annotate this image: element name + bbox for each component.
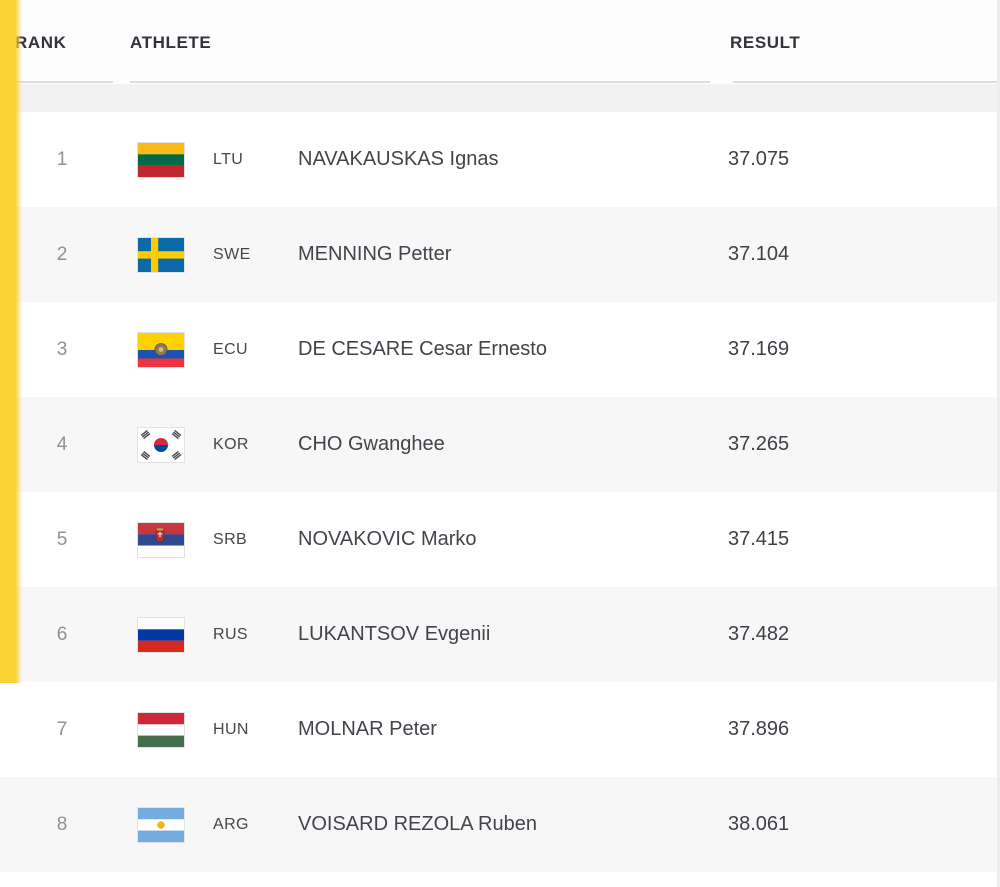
result-row[interactable]: 6 RUS LUKANTSOV Evgenii 37.482 — [0, 587, 1000, 682]
athlete-name: NOVAKOVIC Marko — [298, 528, 477, 550]
rank-number: 8 — [56, 813, 68, 835]
country-code: KOR — [213, 435, 249, 453]
results-table: 1 LTU NAVAKAUSKAS Ignas 37.075 2 SWE MENNING P… — [0, 112, 1000, 872]
athlete-name: NAVAKAUSKAS Ignas — [298, 148, 499, 170]
flag-rus-icon — [137, 616, 185, 653]
result-value: 37.482 — [728, 623, 790, 645]
rank-number: 1 — [56, 148, 68, 170]
result-row[interactable]: 7 HUN MOLNAR Peter 37.896 — [0, 682, 1000, 777]
table-header: RANK ATHLETE RESULT — [0, 0, 1000, 84]
table-right-border — [997, 0, 1000, 887]
flag-hun-icon — [137, 711, 185, 748]
rank-number: 6 — [56, 623, 68, 645]
result-row[interactable]: 4 KOR CHO Gwanghee 37.265 — [0, 397, 1000, 492]
flag-ecu-icon — [137, 331, 185, 368]
result-value: 37.265 — [728, 433, 790, 455]
country-code: RUS — [213, 625, 248, 643]
col-header-result: RESULT — [730, 33, 801, 52]
flag-srb-icon — [137, 521, 185, 558]
result-row[interactable]: 3 ECU DE CESARE Cesar Ernesto 37.169 — [0, 302, 1000, 397]
header-underline-result — [733, 81, 1000, 83]
flag-kor-icon — [137, 426, 185, 463]
result-value: 37.896 — [728, 718, 790, 740]
result-row[interactable]: 1 LTU NAVAKAUSKAS Ignas 37.075 — [0, 112, 1000, 207]
header-underline-rank — [15, 81, 113, 83]
header-underline-athlete — [130, 81, 710, 83]
result-row[interactable]: 8 ARG VOISARD REZOLA Ruben 38.061 — [0, 777, 1000, 872]
country-code: ARG — [213, 815, 249, 833]
result-row[interactable]: 2 SWE MENNING Petter 37.104 — [0, 207, 1000, 302]
rank-number: 4 — [56, 433, 68, 455]
rank-number: 2 — [56, 243, 68, 265]
flag-swe-icon — [137, 236, 185, 273]
country-code: SWE — [213, 245, 251, 263]
athlete-name: CHO Gwanghee — [298, 433, 445, 455]
rank-number: 5 — [56, 528, 68, 550]
result-value: 37.075 — [728, 148, 790, 170]
flag-ltu-icon — [137, 141, 185, 178]
result-value: 37.169 — [728, 338, 790, 360]
athlete-name: VOISARD REZOLA Ruben — [298, 813, 537, 835]
col-header-rank: RANK — [15, 33, 67, 52]
result-value: 37.104 — [728, 243, 790, 265]
country-code: SRB — [213, 530, 248, 548]
athlete-name: MENNING Petter — [298, 243, 452, 265]
country-code: ECU — [213, 340, 248, 358]
result-value: 38.061 — [728, 813, 790, 835]
result-value: 37.415 — [728, 528, 790, 550]
col-header-athlete: ATHLETE — [130, 33, 212, 52]
result-row[interactable]: 5 SRB NOVAKOVIC Marko 37.415 — [0, 492, 1000, 587]
flag-arg-icon — [137, 806, 185, 843]
rank-number: 3 — [56, 338, 68, 360]
country-code: HUN — [213, 720, 249, 738]
subheader-band — [0, 84, 1000, 112]
country-code: LTU — [213, 150, 244, 168]
athlete-name: DE CESARE Cesar Ernesto — [298, 338, 547, 360]
athlete-name: MOLNAR Peter — [298, 718, 437, 740]
rank-number: 7 — [56, 718, 68, 740]
athlete-name: LUKANTSOV Evgenii — [298, 623, 491, 645]
